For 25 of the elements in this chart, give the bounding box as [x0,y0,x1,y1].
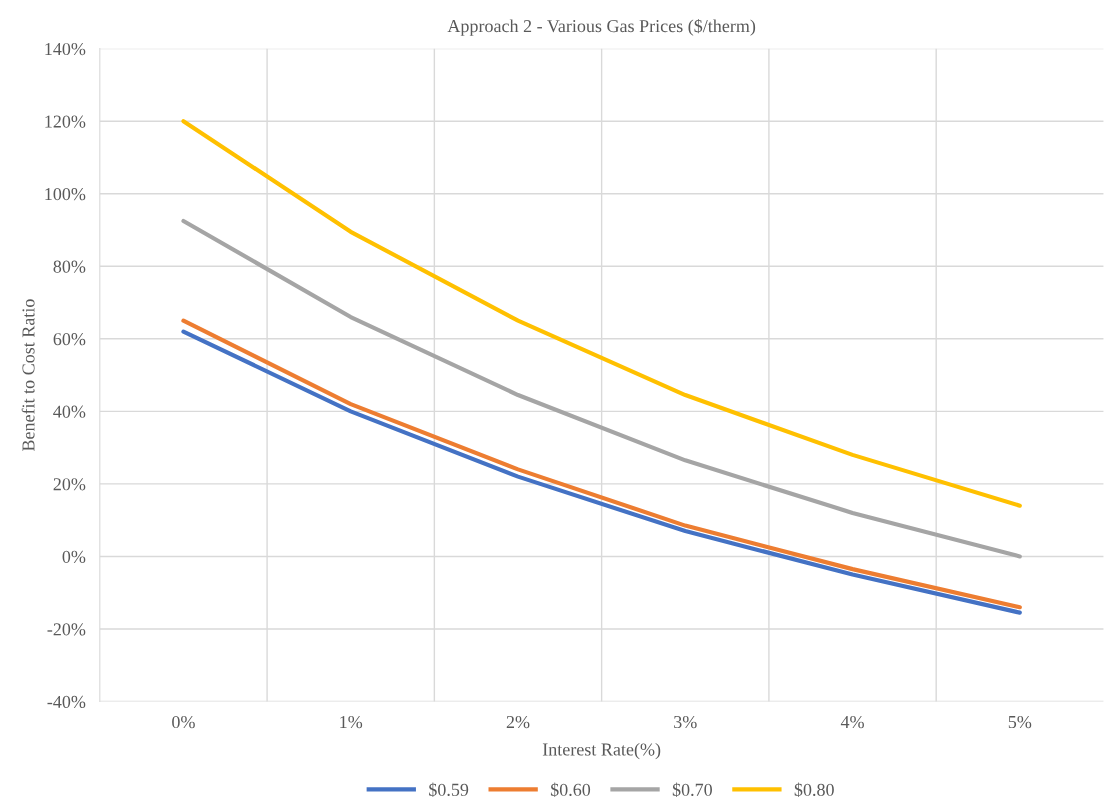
x-tick-label: 3% [674,715,697,729]
y-tick-label: 100% [45,188,86,201]
x-tick-label: 0% [172,715,195,729]
y-tick-label: 20% [53,478,86,491]
y-axis-title: Benefit to Cost Ratio [21,299,35,452]
x-axis-title: Interest Rate(%) [542,742,661,760]
y-tick-label: -20% [47,623,86,636]
chart-title: Approach 2 - Various Gas Prices ($/therm) [447,18,756,36]
line-series [181,218,1022,559]
y-tick-label: 40% [53,405,86,418]
y-tick-label: 0% [62,550,86,563]
x-tick-label: 2% [506,715,530,729]
legend-label: $0.70 [672,782,712,798]
x-tick-label: 5% [1008,715,1032,729]
y-tick-label: 120% [45,115,86,128]
legend-label: $0.80 [794,782,834,798]
line-series [181,119,1022,508]
y-tick-label: -40% [47,695,86,709]
x-tick-label: 1% [340,715,363,729]
y-tick-label: 140% [45,42,86,56]
x-tick-label: 4% [840,715,864,729]
y-tick-label: 80% [53,260,86,273]
y-tick-label: 60% [53,333,86,346]
legend-label: $0.59 [429,782,469,798]
legend-label: $0.60 [550,782,591,798]
